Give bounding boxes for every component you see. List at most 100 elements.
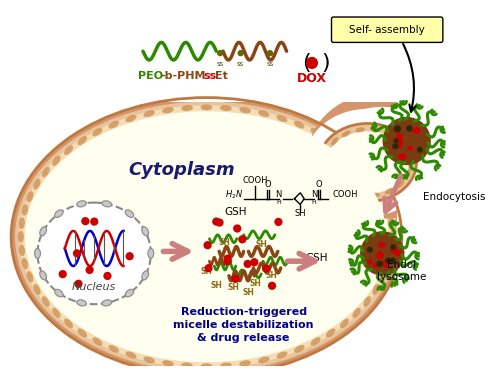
Circle shape: [397, 134, 402, 139]
Circle shape: [268, 282, 276, 289]
Ellipse shape: [22, 204, 28, 216]
Ellipse shape: [148, 249, 154, 258]
Ellipse shape: [34, 249, 40, 258]
Circle shape: [60, 271, 66, 278]
Ellipse shape: [385, 258, 391, 269]
Circle shape: [251, 259, 258, 266]
Circle shape: [407, 126, 412, 131]
Text: GSH: GSH: [224, 207, 247, 217]
Text: SH: SH: [255, 239, 267, 249]
Ellipse shape: [220, 363, 232, 369]
Ellipse shape: [40, 271, 46, 280]
Text: ): ): [322, 53, 330, 73]
Ellipse shape: [182, 105, 193, 111]
Text: H: H: [276, 199, 281, 205]
Text: Endol
lysosome: Endol lysosome: [377, 260, 426, 282]
Ellipse shape: [126, 115, 136, 122]
Ellipse shape: [372, 179, 380, 189]
Circle shape: [224, 258, 231, 265]
Ellipse shape: [364, 167, 371, 177]
Text: O: O: [264, 180, 272, 189]
Circle shape: [408, 147, 412, 150]
Ellipse shape: [408, 158, 413, 167]
Ellipse shape: [326, 131, 408, 194]
Ellipse shape: [397, 137, 404, 145]
Ellipse shape: [352, 156, 361, 166]
Ellipse shape: [126, 210, 134, 218]
Ellipse shape: [220, 105, 232, 111]
Text: $H_2N$: $H_2N$: [226, 189, 244, 201]
Ellipse shape: [310, 128, 320, 136]
Circle shape: [82, 218, 89, 225]
Text: O: O: [316, 180, 322, 189]
Ellipse shape: [27, 113, 386, 360]
Ellipse shape: [64, 145, 73, 155]
Text: -b-PHM: -b-PHM: [160, 71, 206, 81]
Ellipse shape: [384, 188, 394, 195]
Ellipse shape: [200, 363, 212, 369]
Ellipse shape: [102, 300, 112, 306]
Ellipse shape: [77, 300, 86, 306]
Text: Self- assembly: Self- assembly: [350, 25, 425, 35]
Ellipse shape: [384, 131, 394, 137]
Ellipse shape: [142, 271, 148, 280]
Circle shape: [393, 144, 398, 149]
Ellipse shape: [52, 156, 60, 166]
Ellipse shape: [356, 127, 365, 132]
Ellipse shape: [276, 352, 287, 359]
Ellipse shape: [326, 329, 336, 337]
FancyBboxPatch shape: [332, 17, 443, 43]
Ellipse shape: [304, 109, 431, 216]
Ellipse shape: [162, 360, 173, 366]
Circle shape: [86, 266, 93, 273]
Ellipse shape: [22, 258, 28, 269]
Circle shape: [391, 245, 396, 249]
Circle shape: [104, 272, 111, 279]
Ellipse shape: [258, 110, 270, 117]
Ellipse shape: [26, 191, 34, 202]
Circle shape: [394, 126, 400, 132]
Ellipse shape: [322, 158, 327, 167]
Ellipse shape: [364, 296, 371, 307]
Text: SH: SH: [200, 267, 212, 276]
Ellipse shape: [38, 203, 151, 304]
Ellipse shape: [240, 360, 251, 366]
Ellipse shape: [276, 115, 287, 122]
Circle shape: [396, 251, 400, 256]
Ellipse shape: [77, 201, 86, 207]
Ellipse shape: [240, 107, 251, 113]
Ellipse shape: [42, 296, 50, 307]
Circle shape: [126, 253, 133, 260]
Text: SH: SH: [242, 288, 254, 297]
Text: ss: ss: [216, 61, 224, 67]
Ellipse shape: [52, 308, 60, 318]
Circle shape: [204, 242, 211, 249]
Circle shape: [418, 148, 422, 152]
Text: SH: SH: [228, 283, 240, 292]
Circle shape: [368, 248, 372, 252]
Ellipse shape: [331, 137, 338, 145]
Ellipse shape: [356, 193, 365, 198]
Text: Endocytosis: Endocytosis: [424, 192, 486, 202]
Circle shape: [391, 247, 397, 253]
Ellipse shape: [54, 210, 63, 218]
Text: Cytoplasm: Cytoplasm: [128, 161, 235, 179]
Text: SH: SH: [218, 238, 230, 246]
Ellipse shape: [352, 308, 361, 318]
Ellipse shape: [388, 218, 394, 229]
Text: SH: SH: [265, 271, 277, 280]
Ellipse shape: [380, 271, 386, 282]
Ellipse shape: [42, 167, 50, 177]
Circle shape: [205, 265, 212, 272]
Ellipse shape: [342, 188, 350, 195]
Ellipse shape: [64, 319, 73, 328]
Ellipse shape: [310, 337, 320, 346]
Ellipse shape: [182, 363, 193, 369]
Circle shape: [306, 58, 318, 68]
Ellipse shape: [342, 131, 350, 137]
Ellipse shape: [78, 329, 87, 337]
Circle shape: [368, 260, 372, 264]
Circle shape: [262, 265, 270, 272]
Ellipse shape: [25, 111, 388, 362]
Ellipse shape: [162, 107, 173, 113]
